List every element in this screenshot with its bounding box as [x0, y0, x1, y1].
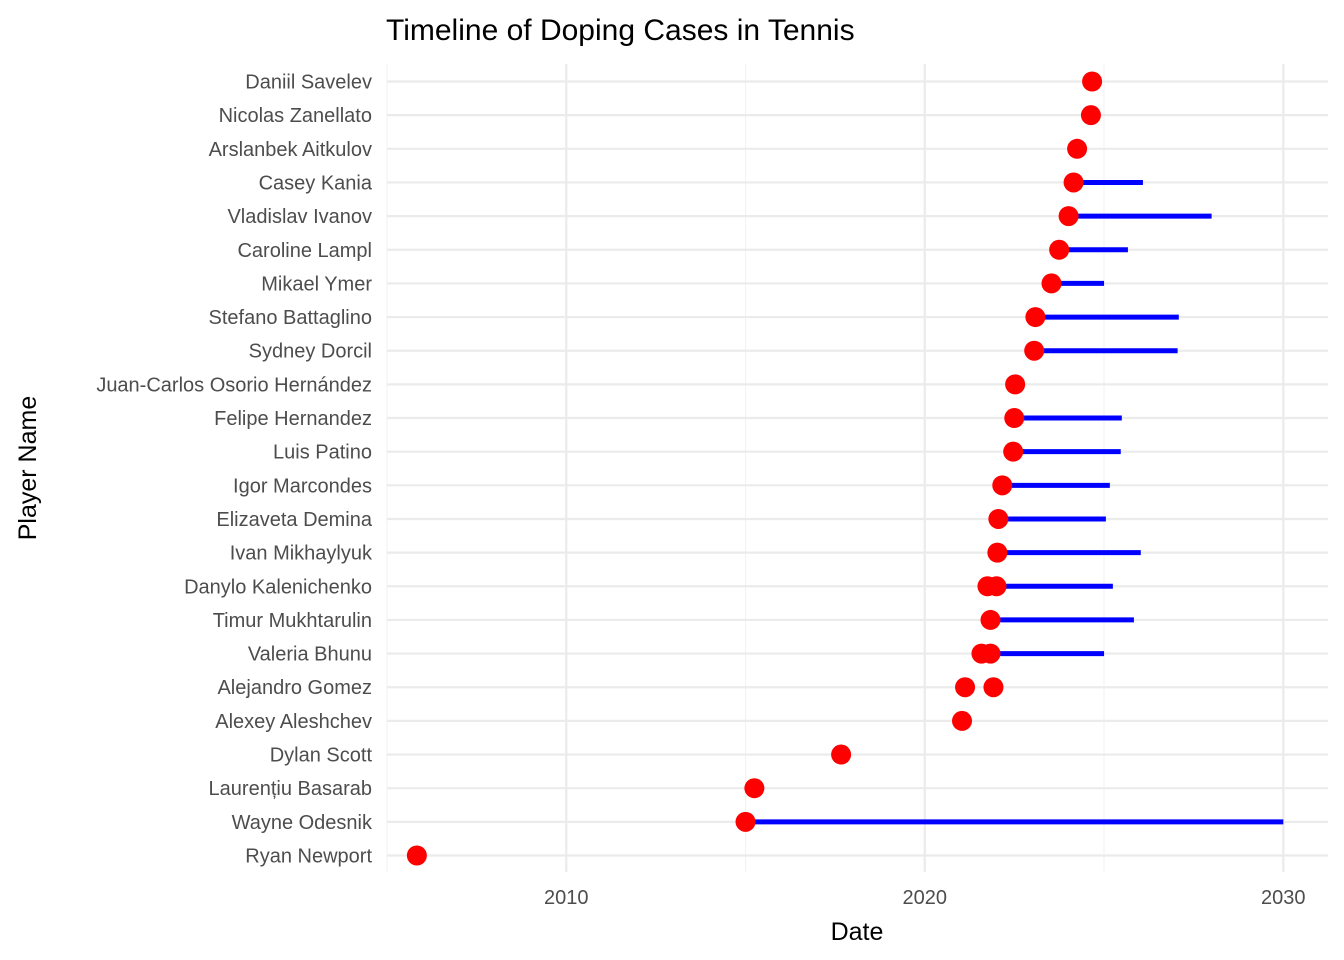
case-point — [992, 475, 1013, 496]
case-point — [1025, 307, 1046, 328]
y-tick-label: Ivan Mikhaylyuk — [230, 543, 373, 565]
y-tick-label: Laurențiu Basarab — [209, 778, 372, 800]
y-tick-label: Juan-Carlos Osorio Hernández — [96, 374, 372, 396]
y-tick-label: Arslanbek Aitkulov — [209, 139, 372, 161]
y-tick-label: Igor Marcondes — [233, 475, 372, 497]
case-point — [986, 576, 1007, 597]
x-tick-label: 2010 — [544, 887, 589, 909]
case-point — [1049, 239, 1070, 260]
case-point — [1080, 105, 1101, 126]
y-tick-label: Ryan Newport — [245, 846, 372, 868]
case-point — [1063, 172, 1084, 193]
case-point — [831, 744, 852, 765]
y-tick-label: Elizaveta Demina — [216, 509, 373, 531]
case-point — [987, 542, 1008, 563]
x-tick-label: 2020 — [903, 887, 948, 909]
case-point — [1058, 206, 1079, 227]
case-point — [1024, 340, 1045, 361]
case-point — [980, 609, 1001, 630]
case-point — [1041, 273, 1062, 294]
case-point — [988, 508, 1009, 529]
case-point — [406, 845, 427, 866]
minor-gridlines — [386, 64, 1105, 872]
case-point — [1004, 408, 1025, 429]
y-tick-label: Timur Mukhtarulin — [213, 610, 372, 632]
major-gridlines — [387, 64, 1328, 872]
case-point — [1082, 71, 1103, 92]
y-tick-label: Stefano Battaglino — [209, 307, 372, 329]
case-point — [1005, 374, 1026, 395]
suspension-segments — [745, 179, 1284, 825]
y-tick-label: Dylan Scott — [270, 745, 373, 767]
y-tick-label: Caroline Lampl — [237, 240, 372, 262]
y-tick-label: Sydney Dorcil — [249, 341, 372, 363]
case-points — [406, 71, 1103, 866]
case-point — [980, 643, 1001, 664]
y-tick-label: Wayne Odesnik — [232, 812, 373, 834]
x-axis-title: Date — [831, 918, 884, 946]
y-tick-label: Valeria Bhunu — [248, 644, 372, 666]
y-tick-label: Alejandro Gomez — [217, 677, 372, 699]
x-axis-tick-labels: 2010 2020 2030 — [544, 887, 1306, 909]
y-tick-label: Daniil Savelev — [245, 72, 372, 94]
x-tick-label: 2030 — [1261, 887, 1306, 909]
y-tick-label: Casey Kania — [259, 172, 373, 194]
y-tick-label: Mikael Ymer — [261, 273, 372, 295]
case-point — [744, 778, 765, 799]
y-tick-label: Felipe Hernandez — [214, 408, 372, 430]
y-axis-tick-labels: Daniil Savelev Nicolas Zanellato Arslanbek… — [96, 72, 373, 868]
case-point — [955, 677, 976, 698]
y-tick-label: Vladislav Ivanov — [227, 206, 372, 228]
chart-title: Timeline of Doping Cases in Tennis — [386, 14, 855, 47]
y-tick-label: Danylo Kalenichenko — [184, 576, 372, 598]
case-point — [1067, 138, 1088, 159]
y-tick-label: Luis Patino — [273, 442, 372, 464]
y-tick-label: Nicolas Zanellato — [219, 105, 372, 127]
case-point — [952, 710, 973, 731]
y-axis-title: Player Name — [14, 396, 42, 541]
y-tick-label: Alexey Aleshchev — [215, 711, 372, 733]
case-point — [735, 811, 756, 832]
case-point — [1003, 441, 1024, 462]
case-point — [983, 677, 1004, 698]
